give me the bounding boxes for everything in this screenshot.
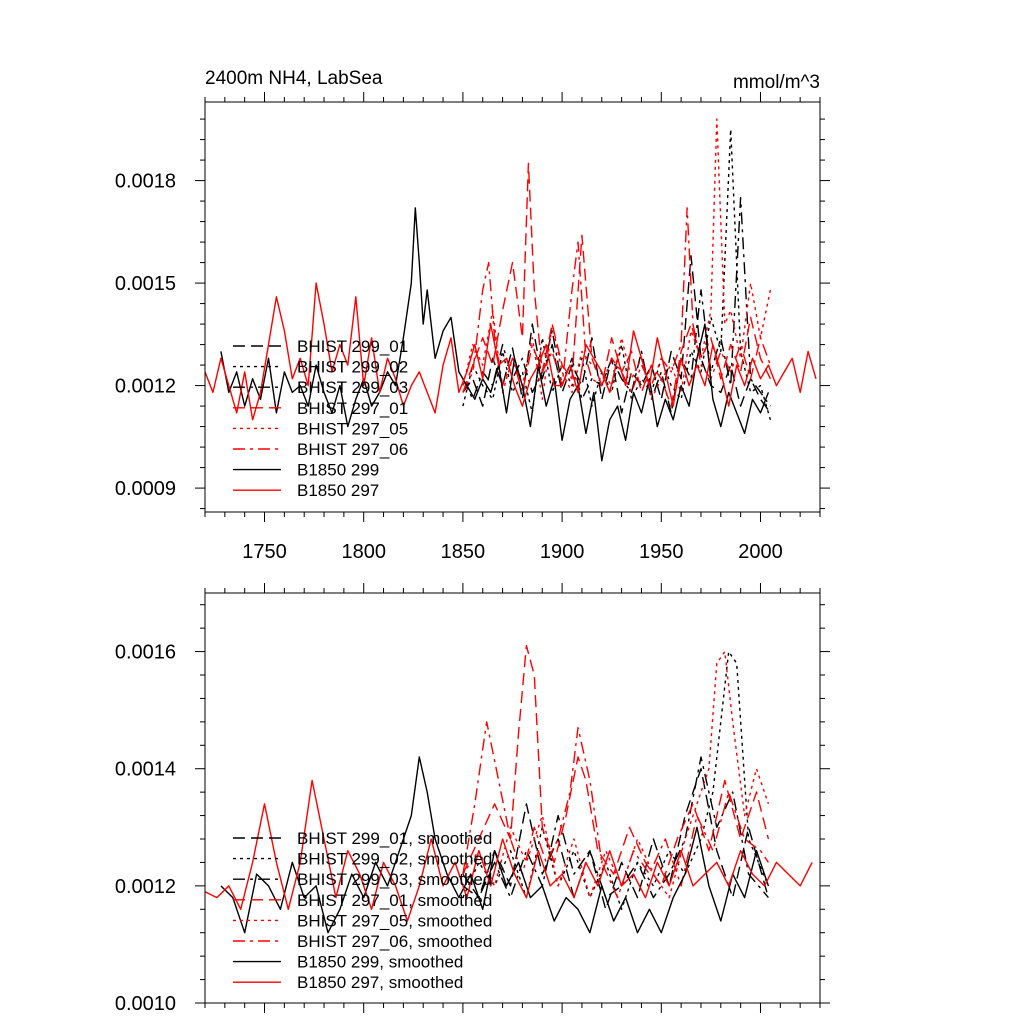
y-tick-label: 0.0009 [115, 478, 176, 500]
chart-title: 2400m NH4, LabSea [205, 68, 383, 89]
x-tick-label: 1850 [441, 541, 486, 563]
legend-label: BHIST 297_01 [297, 399, 408, 418]
series-line-4 [462, 645, 770, 887]
legend-label: BHIST 299_01, smoothed [297, 829, 492, 848]
legend-label: BHIST 297_05 [297, 419, 408, 438]
series-line-1 [462, 255, 771, 414]
plot-frame [204, 101, 821, 513]
legend-label: BHIST 299_02, smoothed [297, 850, 492, 869]
series-line-3 [462, 756, 769, 899]
y-tick-label: 0.0012 [115, 376, 176, 398]
legend-label: BHIST 297_01, smoothed [297, 891, 492, 910]
series-group [205, 645, 813, 934]
legend-label: BHIST 299_02 [297, 358, 408, 377]
legend-label: B1850 299 [297, 461, 379, 480]
x-tick-label: 1950 [639, 541, 684, 563]
series-line-6 [462, 721, 769, 899]
plot-frame [204, 592, 821, 1004]
series-line-4 [462, 162, 772, 407]
legend-label: B1850 297 [297, 481, 379, 500]
legend-label: BHIST 299_03 [297, 378, 408, 397]
y-tick-label: 0.0018 [115, 171, 176, 193]
panel-1: 1750 1800 1850 1900 1950 2000 0.0009 0.0012 0.00… [115, 92, 830, 563]
x-tick-label: 2000 [738, 541, 783, 563]
x-tick-label: 1750 [242, 541, 287, 563]
series-line-3 [462, 196, 771, 414]
x-tick-label: 1900 [540, 541, 585, 563]
series-line-2 [462, 128, 772, 420]
series-line-8 [205, 282, 817, 421]
series-line-7 [220, 207, 770, 462]
legend-label: BHIST 297_06 [297, 440, 408, 459]
x-tick-label: 1800 [341, 541, 386, 563]
y-tick-label: 0.0014 [115, 759, 176, 781]
legend-label: B1850 297, smoothed [297, 973, 463, 992]
series-line-1 [462, 768, 770, 910]
y-tick-label: 0.0010 [115, 993, 176, 1015]
y-tick-label: 0.0012 [115, 876, 176, 898]
y-tick-label: 0.0015 [115, 273, 176, 295]
series-group [205, 118, 817, 462]
legend-label: BHIST 297_06, smoothed [297, 932, 492, 951]
series-line-8 [205, 779, 813, 922]
legend-label: BHIST 299_03, smoothed [297, 870, 492, 889]
legend-label: B1850 299, smoothed [297, 953, 463, 972]
series-line-5 [462, 650, 770, 899]
y-tick-label: 0.0016 [115, 642, 176, 664]
legend-label: BHIST 299_01 [297, 337, 408, 356]
legend: BHIST 299_01, smoothed BHIST 299_02, smoo… [233, 829, 492, 992]
chart-units: mmol/m^3 [733, 72, 820, 93]
legend-label: BHIST 297_05, smoothed [297, 911, 492, 930]
panel-2: 0.0010 0.0012 0.0014 0.0016 BHIST 299_01, sm… [115, 583, 830, 1015]
series-line-2 [462, 650, 770, 910]
